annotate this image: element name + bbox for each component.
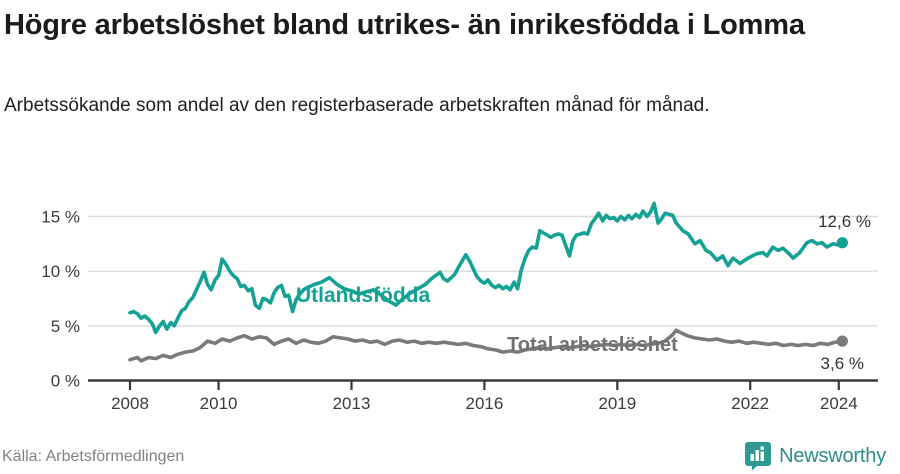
y-tick-label: 10 % [41, 262, 80, 281]
y-axis-labels: 0 % 5 % 10 % 15 % [41, 208, 80, 391]
end-value-label-total: 3,6 % [821, 354, 864, 373]
gridlines [88, 215, 878, 327]
series-label-total-arbetsloshet: Total arbetslöshet [507, 334, 678, 356]
x-tick-label: 2024 [820, 394, 858, 413]
x-tick-label: 2010 [200, 394, 238, 413]
y-tick-label: 5 % [51, 317, 80, 336]
page-subtitle: Arbetssökande som andel av den registerb… [4, 95, 710, 116]
x-axis [88, 379, 878, 390]
x-tick-label: 2016 [465, 394, 503, 413]
end-value-label-utlandsfodda: 12,6 % [818, 212, 871, 231]
newsworthy-logo-text: Newsworthy [779, 444, 886, 467]
newsworthy-logo[interactable]: Newsworthy [744, 440, 886, 472]
series-lines [128, 201, 848, 363]
series-annotations: Utlandsfödda Total arbetslöshet 12,6 % 3… [296, 212, 871, 373]
y-tick-label: 0 % [51, 372, 80, 391]
x-axis-labels: 2008 2010 2013 2016 2019 2022 2024 [111, 394, 858, 413]
source-credit: Källa: Arbetsförmedlingen [2, 448, 185, 465]
y-tick-label: 15 % [41, 208, 80, 227]
x-tick-label: 2019 [598, 394, 636, 413]
page-title: Högre arbetslöshet bland utrikes- än inr… [4, 9, 805, 41]
x-tick-label: 2022 [731, 394, 769, 413]
x-tick-label: 2008 [111, 394, 149, 413]
bar-chart-speech-bubble-icon [745, 442, 772, 471]
series-line [128, 328, 845, 363]
series-end-dot [836, 335, 848, 347]
x-tick-label: 2013 [333, 394, 371, 413]
series-end-dot [836, 237, 848, 249]
series-line [128, 201, 845, 335]
series-label-utlandsfodda: Utlandsfödda [296, 284, 430, 307]
